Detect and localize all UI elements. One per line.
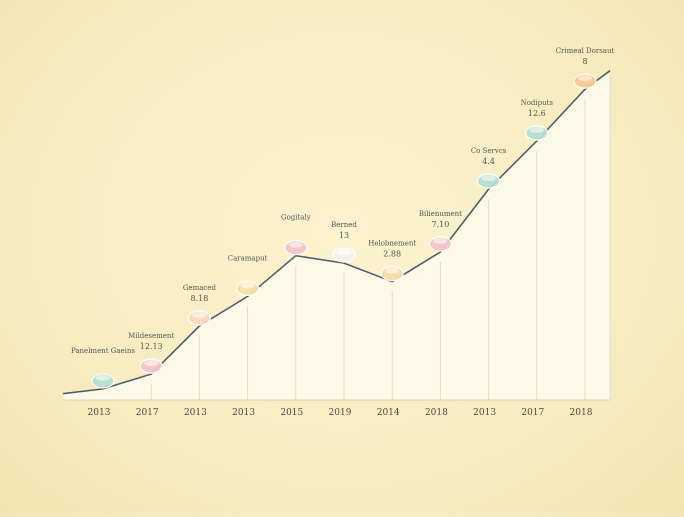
x-tick-label: 2013 — [473, 408, 496, 418]
x-tick-label: 2017 — [136, 408, 159, 418]
annotation-label: Gogitaly — [281, 214, 311, 222]
annotation-value: 13 — [339, 231, 349, 240]
annotation-label: Helobnement — [368, 240, 416, 248]
annotation-label: Mildesement — [128, 332, 174, 340]
data-point — [284, 240, 308, 256]
x-tick-label: 2014 — [377, 408, 400, 418]
x-tick-label: 2018 — [570, 408, 593, 418]
data-point — [332, 247, 356, 263]
annotation-label: Crimeal Dorsaut — [556, 47, 615, 55]
annotation-value: 2.88 — [383, 250, 401, 259]
x-tick-label: 2013 — [232, 408, 255, 418]
annotation-label: Co Servcs — [471, 147, 507, 155]
data-point — [525, 125, 549, 141]
annotation-value: 8.18 — [190, 294, 208, 303]
data-point — [573, 73, 597, 89]
x-tick-label: 2017 — [521, 408, 544, 418]
chart-area-fill — [63, 70, 610, 400]
data-point — [91, 373, 115, 389]
marker-layer — [91, 73, 597, 389]
x-tick-label: 2013 — [184, 408, 207, 418]
line-layer — [62, 70, 611, 395]
x-tick-label: 2018 — [425, 408, 448, 418]
area-layer — [63, 70, 610, 400]
annotation-label: Caramaput — [228, 254, 268, 262]
x-tick-label: 2015 — [280, 408, 303, 418]
annotation-value: 12.6 — [528, 109, 546, 118]
data-point — [236, 280, 260, 296]
x-axis: 2013 2017 2013 2013 2015 2019 2014 2018 2013 2017… — [88, 408, 593, 418]
series-line — [62, 70, 611, 395]
annotation-label: Berned — [331, 221, 357, 229]
data-point — [380, 266, 404, 282]
annotation-label: Nodiputs — [521, 99, 554, 107]
data-point — [139, 358, 163, 374]
label-layer: Panelment Gaeins Mildesement 12.13 Gemaced 8… — [71, 47, 615, 355]
annotation-label: Gemaced — [183, 284, 217, 292]
data-point — [477, 173, 501, 189]
annotation-label: Panelment Gaeins — [71, 347, 135, 355]
data-point — [187, 310, 211, 326]
drop-lines — [63, 70, 611, 401]
x-tick-label: 2013 — [88, 408, 111, 418]
annotation-value: 4.4 — [482, 157, 495, 166]
x-tick-label: 2019 — [329, 408, 352, 418]
data-point — [428, 236, 452, 252]
annotation-value: 7.10 — [431, 220, 449, 229]
annotation-value: 8 — [582, 57, 587, 66]
annotation-label: Bilienument — [419, 210, 462, 218]
annotation-value: 12.13 — [140, 342, 163, 351]
